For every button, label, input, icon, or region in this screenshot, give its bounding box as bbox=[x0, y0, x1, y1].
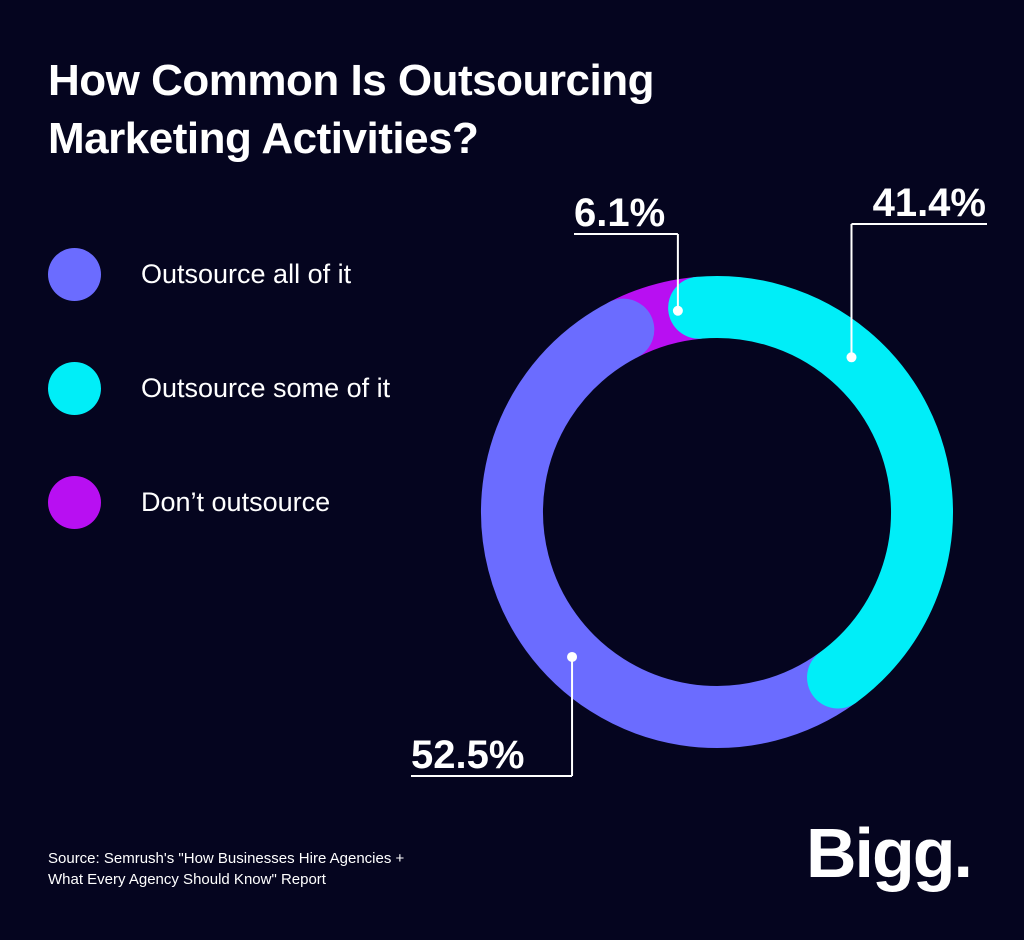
legend-swatch-outsource-some bbox=[48, 361, 101, 415]
bigg-logo: Bigg. bbox=[806, 814, 973, 892]
slice-outsource-some bbox=[481, 276, 953, 748]
legend: Outsource all of it Outsource some of it… bbox=[48, 247, 391, 590]
source-line-1: Source: Semrush's "How Businesses Hire A… bbox=[48, 850, 405, 867]
legend-label-dont-outsource: Don’t outsource bbox=[141, 486, 331, 517]
legend-swatch-dont-outsource bbox=[48, 475, 101, 529]
legend-swatch-outsource-all bbox=[48, 247, 101, 301]
legend-item-outsource-some: Outsource some of it bbox=[48, 361, 391, 415]
legend-label-outsource-some: Outsource some of it bbox=[141, 372, 391, 403]
chart-title-line-2: Marketing Activities? bbox=[48, 114, 479, 163]
legend-item-dont-outsource: Don’t outsource bbox=[48, 475, 390, 529]
chart-title: How Common Is Outsourcing Marketing Acti… bbox=[48, 52, 768, 168]
legend-item-outsource-all: Outsource all of it bbox=[48, 247, 390, 301]
chart-title-line-1: How Common Is Outsourcing bbox=[48, 56, 654, 105]
source-line-2: What Every Agency Should Know" Report bbox=[48, 871, 326, 888]
label-outsource-some: 41.4% bbox=[873, 181, 986, 225]
label-outsource-all: 52.5% bbox=[411, 733, 524, 777]
legend-label-outsource-all: Outsource all of it bbox=[141, 258, 352, 289]
source-note: Source: Semrush's "How Businesses Hire A… bbox=[48, 848, 508, 890]
label-dont-outsource: 6.1% bbox=[574, 191, 665, 235]
